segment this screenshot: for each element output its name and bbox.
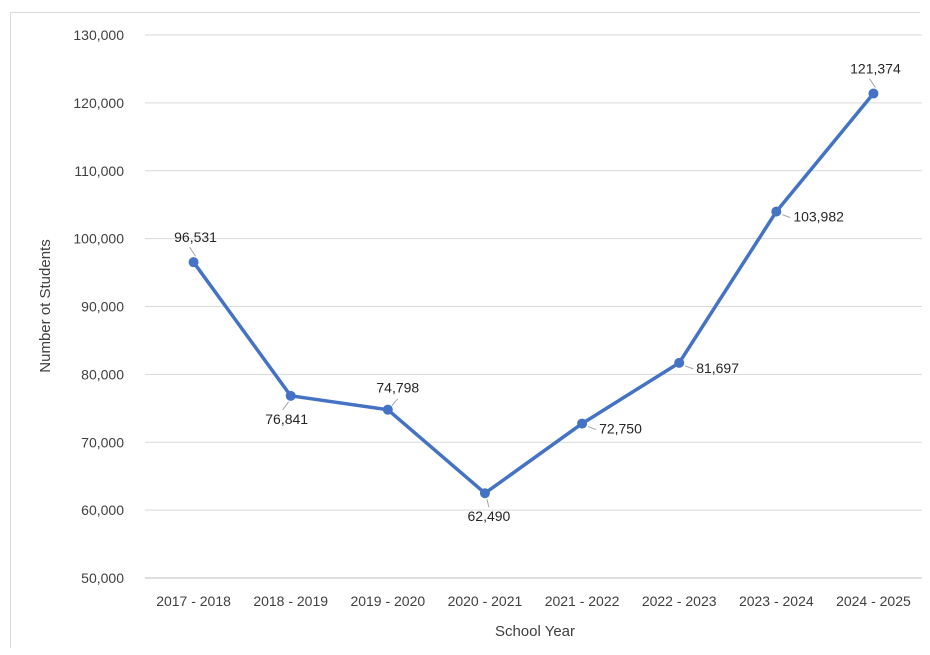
series-line (191, 91, 876, 495)
x-axis-title: School Year (495, 623, 575, 640)
data-label: 76,841 (265, 411, 308, 427)
leader-line (486, 499, 490, 508)
leader-line (391, 398, 399, 407)
gridlines (145, 34, 922, 579)
data-point (674, 357, 685, 368)
y-axis-title: Number ot Students (37, 239, 54, 372)
data-point (285, 390, 296, 401)
x-tick-label: 2020 - 2021 (448, 593, 523, 609)
data-point (771, 206, 782, 217)
y-tick-label: 90,000 (81, 299, 124, 315)
x-tick-label: 2022 - 2023 (642, 593, 717, 609)
series-line-group (191, 91, 876, 495)
data-point (479, 488, 490, 499)
x-tick-label: 2019 - 2020 (350, 593, 425, 609)
y-tick-label: 110,000 (74, 163, 124, 179)
data-point (188, 257, 199, 268)
leader-line (587, 426, 597, 431)
leader-line (282, 401, 290, 411)
leader-line (869, 78, 876, 88)
x-tick-label: 2017 - 2018 (156, 593, 231, 609)
x-tick-label: 2024 - 2025 (836, 593, 911, 609)
data-point (868, 88, 879, 99)
x-tick-label: 2023 - 2024 (739, 593, 814, 609)
data-label: 74,798 (376, 380, 419, 396)
y-tick-label: 70,000 (81, 434, 124, 450)
y-tick-label: 80,000 (81, 366, 124, 382)
data-label: 62,490 (468, 508, 511, 524)
data-labels: 96,531 76,841 74,798 62,490 72,750 81,697 103,… (174, 61, 901, 525)
y-tick-label: 60,000 (81, 502, 124, 518)
data-label: 121,374 (850, 61, 901, 77)
y-tick-label: 130,000 (73, 27, 124, 43)
leader-line (685, 365, 694, 370)
data-point (382, 404, 393, 415)
leader-line (189, 246, 196, 257)
y-axis-tick-labels: 50,000 60,000 70,000 80,000 90,000 100,000 110… (73, 27, 124, 586)
x-tick-label: 2021 - 2022 (545, 593, 620, 609)
x-tick-label: 2018 - 2019 (253, 593, 328, 609)
data-points (188, 88, 879, 499)
y-tick-label: 120,000 (73, 95, 124, 111)
y-tick-label: 50,000 (81, 570, 124, 586)
data-label: 103,982 (793, 209, 844, 225)
data-point (577, 418, 588, 429)
data-label: 72,750 (599, 421, 642, 437)
data-label: 81,697 (696, 360, 739, 376)
x-axis-tick-labels: 2017 - 2018 2018 - 2019 2019 - 2020 2020 - … (156, 593, 911, 609)
data-label: 96,531 (174, 229, 217, 245)
leader-line (782, 214, 791, 219)
chart-frame (10, 12, 920, 648)
leader-lines (189, 78, 876, 508)
y-tick-label: 100,000 (73, 231, 124, 247)
